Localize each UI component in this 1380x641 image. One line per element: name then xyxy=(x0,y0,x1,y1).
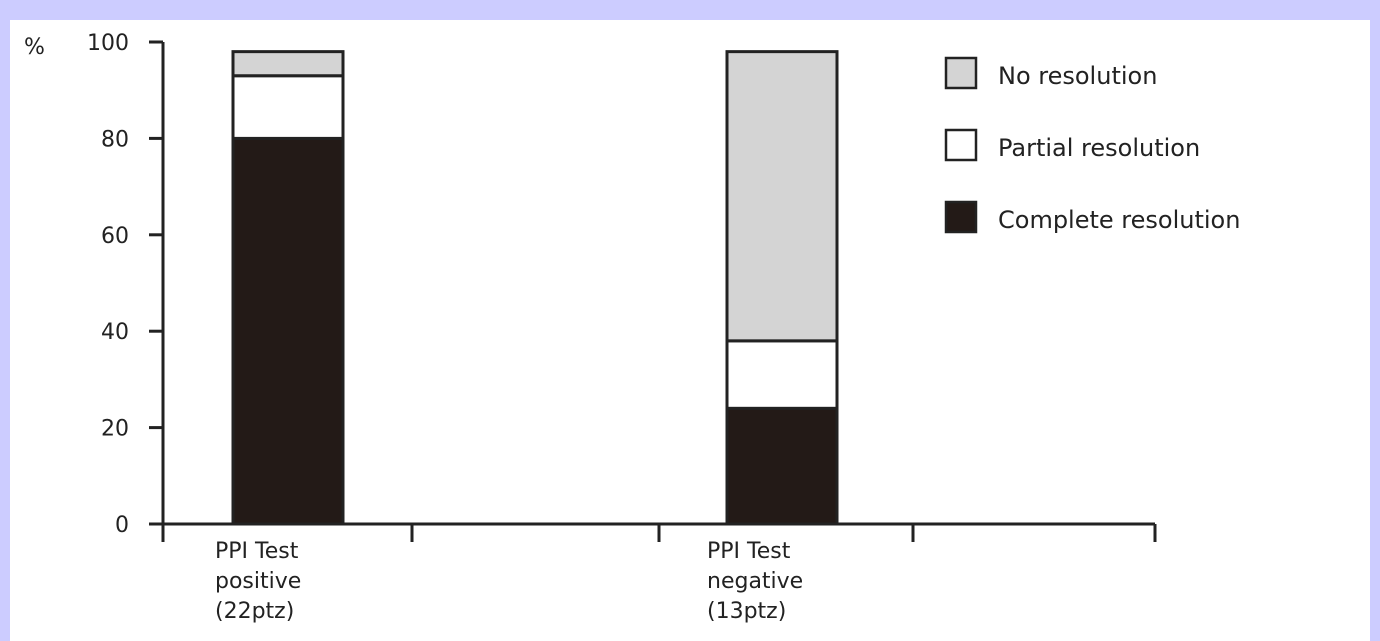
x-category-label-negative: PPI Test negative (13ptz) xyxy=(707,539,803,624)
legend-label-partial-resolution: Partial resolution xyxy=(998,134,1200,162)
y-axis-label: % xyxy=(24,35,45,60)
legend-swatch-complete-resolution xyxy=(944,200,978,234)
bar-positive-partial-resolution xyxy=(231,74,345,140)
bar-negative-complete-resolution xyxy=(725,406,839,526)
stacked-bar-chart: 0 20 40 60 80 100% PPI Test positive (22ptz) PPI … xyxy=(24,31,1240,624)
legend-label-complete-resolution: Complete resolution xyxy=(998,206,1240,234)
y-tick-label-40: 40 xyxy=(101,320,129,345)
y-tick-label-100: 100 xyxy=(87,31,129,56)
bar-negative-no-resolution xyxy=(725,50,839,343)
legend-swatch-no-resolution xyxy=(944,56,978,90)
y-tick-label-0: 0 xyxy=(115,513,129,538)
y-tick-label-60: 60 xyxy=(101,224,129,249)
y-tick-label-80: 80 xyxy=(101,127,129,152)
bar-positive-no-resolution xyxy=(231,50,345,78)
bar-negative-partial-resolution xyxy=(725,339,839,410)
chart-frame: 0 20 40 60 80 100% PPI Test positive (22ptz) PPI … xyxy=(10,20,1370,641)
x-category-label-positive: PPI Test positive (22ptz) xyxy=(215,539,301,624)
y-tick-label-20: 20 xyxy=(101,417,129,442)
bar-positive-complete-resolution xyxy=(231,136,345,526)
legend-swatch-partial-resolution xyxy=(944,128,978,162)
legend-label-no-resolution: No resolution xyxy=(998,62,1157,90)
